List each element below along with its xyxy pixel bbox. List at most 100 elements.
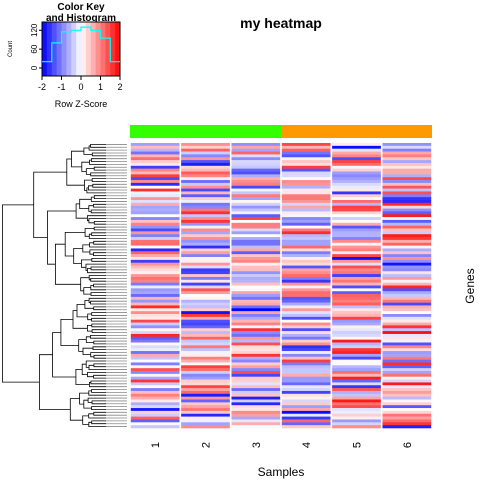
heatmap-cell (332, 416, 381, 420)
heatmap-cell (382, 328, 432, 332)
heatmap-cell (281, 180, 331, 184)
heatmap-cell (281, 296, 331, 301)
heatmap-cell (332, 188, 381, 192)
heatmap-cell (231, 388, 281, 392)
heatmap-cell (231, 385, 281, 389)
sample-label: 4 (301, 442, 313, 448)
dendrogram-branch (83, 147, 93, 155)
heatmap-cell (332, 211, 381, 215)
heatmap-cell (332, 425, 381, 429)
heatmap-cell (130, 197, 180, 201)
heatmap-cell (231, 413, 281, 417)
heatmap-cell (130, 157, 180, 161)
heatmap-cell (130, 177, 180, 181)
heatmap-cell (382, 305, 432, 309)
heatmap-cell (382, 339, 432, 343)
heatmap-cell (231, 305, 281, 309)
heatmap-cell (281, 154, 331, 158)
heatmap-cell (181, 242, 230, 246)
dendrogram-branch (89, 159, 106, 165)
color-key-x-tick-label: 1 (98, 82, 103, 92)
heatmap-cell (382, 188, 432, 192)
heatmap-cell (181, 419, 230, 423)
heatmap-cell (281, 191, 331, 195)
heatmap-cell (130, 143, 180, 147)
dendrogram-branch (91, 400, 106, 405)
dendrogram-branch (81, 161, 90, 172)
heatmap-cell (130, 174, 180, 178)
sample-labels: 1 2 3 4 5 6 (150, 442, 414, 448)
heatmap-cell (231, 399, 281, 403)
heatmap-cell (181, 353, 230, 358)
heatmap-cell (130, 425, 180, 429)
heatmap-cell (231, 336, 281, 340)
heatmap-cell (332, 165, 381, 169)
dendrogram-branch (90, 285, 106, 291)
heatmap-cell (231, 333, 281, 338)
heatmap-cell (181, 305, 230, 309)
heatmap-cell (130, 382, 180, 386)
dendrogram-branch (92, 183, 106, 188)
heatmap-cell (281, 231, 331, 235)
heatmap-cell (332, 228, 381, 232)
heatmap-cell (281, 291, 331, 295)
heatmap-cell (382, 376, 432, 380)
heatmap-cell (130, 353, 180, 358)
heatmap-cell (231, 348, 281, 352)
heatmap-cell (181, 282, 230, 286)
heatmap-cell (281, 208, 331, 212)
color-key-ylabel: Count (8, 41, 14, 57)
dendrogram-branch (91, 178, 106, 182)
dendrogram-branch (33, 171, 67, 238)
heatmap-cell (281, 177, 331, 181)
heatmap-cell (332, 157, 381, 161)
heatmap-cell (281, 345, 331, 349)
heatmap-cell (332, 382, 381, 386)
heatmap-cell (231, 393, 281, 397)
color-key: Color Key and Histogram -2 -1 0 1 2 0 60 120 R… (8, 2, 123, 109)
heatmap-cell (281, 356, 331, 360)
heatmap-cell (231, 208, 281, 212)
heatmap-cell (382, 197, 432, 201)
heatmap-cell (181, 316, 230, 320)
heatmap-cell (181, 365, 230, 369)
heatmap-cell (382, 288, 432, 292)
heatmap-cell (382, 294, 432, 298)
heatmap-cell (332, 151, 381, 155)
heatmap-cell (281, 353, 331, 358)
heatmap-cell (181, 171, 230, 175)
heatmap-cell (281, 410, 331, 415)
heatmap-cell (130, 228, 180, 232)
heatmap-cell (332, 276, 381, 281)
dendrogram-branch (85, 336, 94, 343)
heatmap-cell (332, 316, 381, 320)
heatmap-cell (181, 376, 230, 380)
heatmap-cell (231, 351, 281, 355)
dendrogram-branch (93, 166, 106, 171)
heatmap-cell (281, 222, 331, 226)
heatmap-cell (382, 245, 432, 249)
heatmap-cell (130, 410, 180, 415)
dendrogram-branch (93, 363, 106, 368)
heatmap-cell (382, 413, 432, 417)
dendrogram-branch (88, 218, 106, 224)
heatmap-cell (382, 371, 432, 375)
heatmap-cell (382, 191, 432, 195)
heatmap-cell (382, 143, 432, 147)
heatmap-cell (231, 396, 281, 400)
dendrogram-branch (87, 325, 93, 332)
heatmap-cell (382, 345, 432, 349)
heatmap-cell (231, 402, 281, 406)
color-key-y-tick-label: 0 (30, 65, 39, 70)
heatmap-cell (231, 180, 281, 184)
heatmap-cell (281, 234, 331, 238)
heatmap-cell (181, 185, 230, 189)
heatmap-cell (130, 402, 180, 406)
heatmap-cell (332, 339, 381, 343)
dendrogram-branch (83, 399, 92, 409)
heatmap-cell (382, 208, 432, 212)
heatmap-cell (130, 422, 180, 426)
heatmap-cell (181, 265, 230, 269)
dendrogram-branch (92, 346, 106, 350)
heatmap-cell (181, 208, 230, 212)
